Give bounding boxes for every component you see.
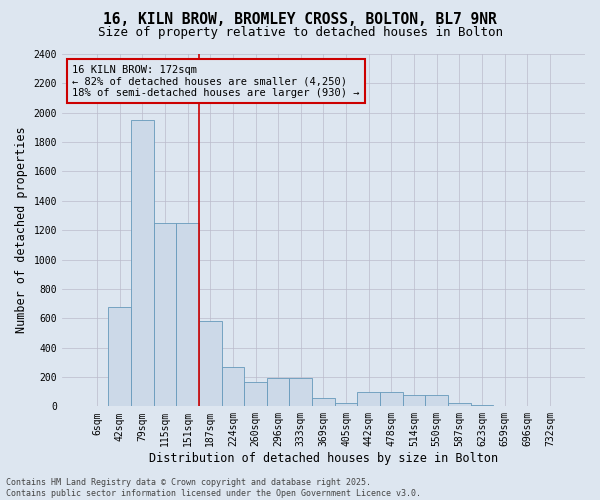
Bar — [425, 394, 448, 406]
Y-axis label: Number of detached properties: Number of detached properties — [15, 127, 28, 334]
Bar — [131, 120, 154, 406]
Bar — [335, 402, 358, 406]
Bar — [358, 392, 380, 406]
Text: Size of property relative to detached houses in Bolton: Size of property relative to detached ho… — [97, 26, 503, 39]
Bar — [403, 394, 425, 406]
Bar — [448, 404, 470, 406]
Bar — [221, 366, 244, 406]
Text: 16 KILN BROW: 172sqm
← 82% of detached houses are smaller (4,250)
18% of semi-de: 16 KILN BROW: 172sqm ← 82% of detached h… — [73, 64, 360, 98]
Bar — [176, 223, 199, 406]
Bar — [267, 378, 289, 406]
Bar — [244, 382, 267, 406]
Text: 16, KILN BROW, BROMLEY CROSS, BOLTON, BL7 9NR: 16, KILN BROW, BROMLEY CROSS, BOLTON, BL… — [103, 12, 497, 28]
Text: Contains HM Land Registry data © Crown copyright and database right 2025.
Contai: Contains HM Land Registry data © Crown c… — [6, 478, 421, 498]
Bar — [199, 321, 221, 406]
Bar — [154, 223, 176, 406]
Bar — [289, 378, 312, 406]
Bar — [470, 405, 493, 406]
Bar — [109, 307, 131, 406]
Bar — [312, 398, 335, 406]
X-axis label: Distribution of detached houses by size in Bolton: Distribution of detached houses by size … — [149, 452, 498, 465]
Bar — [380, 392, 403, 406]
